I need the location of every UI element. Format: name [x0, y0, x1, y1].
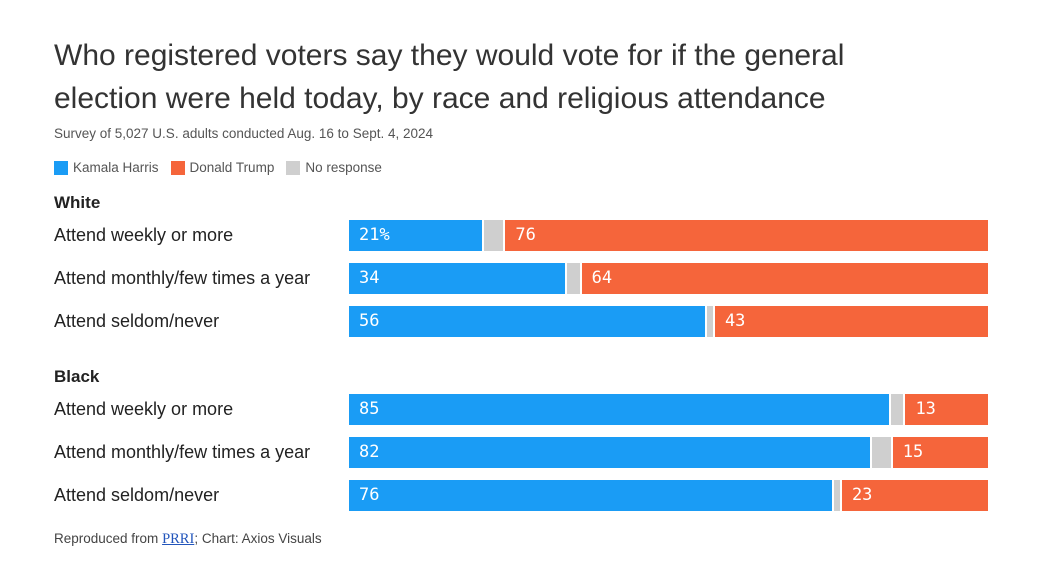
- stacked-bar: 85 13: [349, 394, 988, 425]
- bar-segment-harris: 85: [349, 394, 889, 425]
- source-suffix: ; Chart: Axios Visuals: [194, 531, 322, 546]
- bar-segment-trump: 64: [581, 263, 988, 294]
- row-label: Attend seldom/never: [54, 485, 220, 505]
- bar-gap: [704, 306, 707, 337]
- bar-gap: [839, 480, 842, 511]
- legend-swatch-no-response: [286, 160, 301, 175]
- data-label-harris: 82: [359, 442, 380, 462]
- chart-subtitle: Survey of 5,027 U.S. adults conducted Au…: [54, 126, 434, 141]
- stacked-bar: 76 23: [349, 480, 988, 511]
- bar-segment-no-response: [706, 306, 713, 337]
- source-note: Reproduced from PRRI; Chart: Axios Visua…: [54, 531, 322, 548]
- data-label-trump: 13: [915, 399, 936, 419]
- row-label: Attend weekly or more: [54, 225, 234, 245]
- bar-segment-harris: 82: [349, 437, 870, 468]
- bar-gap: [564, 263, 567, 294]
- bar-segment-no-response: [890, 394, 904, 425]
- legend-label-no-response: No response: [305, 160, 382, 175]
- legend-label-trump: Donald Trump: [189, 160, 275, 175]
- data-label-trump: 23: [851, 485, 873, 505]
- data-label-harris: 21%: [359, 225, 390, 245]
- bar-gap: [888, 394, 891, 425]
- bar-segment-harris: 76: [349, 480, 832, 511]
- source-link[interactable]: PRRI: [162, 531, 195, 547]
- bar-gap: [890, 437, 893, 468]
- bar-gap: [903, 394, 906, 425]
- stacked-bar: 56 43: [349, 306, 988, 337]
- bar-segment-harris: 21%: [349, 220, 483, 251]
- data-label-trump: 64: [591, 268, 613, 288]
- row-label: Attend weekly or more: [54, 399, 234, 419]
- bar-segment-trump: 15: [892, 437, 988, 468]
- row-label: Attend seldom/never: [54, 311, 220, 331]
- legend-item-no-response: No response: [286, 160, 382, 175]
- bar-gap: [579, 263, 582, 294]
- bar-segment-harris: 56: [349, 306, 705, 337]
- group-label-black: Black: [54, 367, 100, 386]
- bar-segment-harris: 34: [349, 263, 565, 294]
- data-label-harris: 34: [359, 268, 380, 288]
- bar-segment-no-response: [484, 220, 504, 251]
- legend-item-harris: Kamala Harris: [54, 160, 159, 175]
- legend-item-trump: Donald Trump: [170, 160, 275, 175]
- bar-segment-trump: 23: [841, 480, 988, 511]
- legend-swatch-trump: [170, 160, 185, 175]
- bar-segment-trump: 76: [505, 220, 988, 251]
- legend-label-harris: Kamala Harris: [73, 160, 159, 175]
- data-label-trump: 76: [515, 225, 536, 245]
- bar-gap: [712, 306, 715, 337]
- group-label-white: White: [54, 193, 101, 212]
- bar-gap: [482, 220, 485, 251]
- bar-segment-no-response: [833, 480, 840, 511]
- data-label-harris: 56: [359, 311, 380, 331]
- row-label: Attend monthly/few times a year: [54, 268, 311, 288]
- stacked-bar: 21% 76: [349, 220, 988, 251]
- bar-gap: [869, 437, 872, 468]
- row-label: Attend monthly/few times a year: [54, 442, 311, 462]
- bar-gap: [503, 220, 506, 251]
- bar-segment-trump: 43: [714, 306, 988, 337]
- bar-segment-no-response: [566, 263, 580, 294]
- data-label-trump: 15: [902, 442, 924, 462]
- bar-segment-no-response: [871, 437, 891, 468]
- source-prefix: Reproduced from: [54, 531, 163, 546]
- legend-swatch-harris: [54, 160, 68, 175]
- bar-segment-trump: 13: [905, 394, 988, 425]
- bar-gap: [831, 480, 834, 511]
- data-label-harris: 85: [359, 399, 380, 419]
- legend: Kamala Harris Donald Trump No response: [54, 160, 394, 175]
- data-label-trump: 43: [724, 311, 746, 331]
- stacked-bar: 82 15: [349, 437, 988, 468]
- data-label-harris: 76: [359, 485, 380, 505]
- chart-title: Who registered voters say they would vot…: [54, 39, 845, 115]
- stacked-bar: 34 64: [349, 263, 988, 294]
